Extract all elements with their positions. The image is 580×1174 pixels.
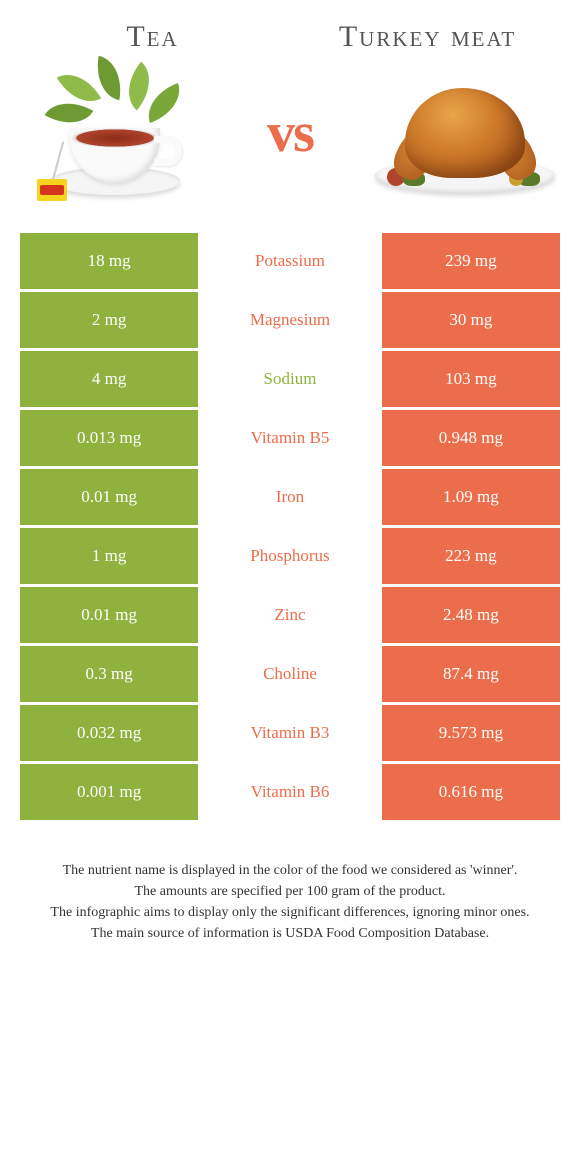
footnote-line: The main source of information is USDA F…	[35, 923, 545, 944]
nutrient-label: Vitamin B6	[198, 764, 382, 820]
value-right: 1.09 mg	[382, 469, 560, 525]
value-left: 0.01 mg	[20, 469, 198, 525]
tea-illustration	[25, 63, 205, 203]
table-row: 0.013 mgVitamin B50.948 mg	[20, 410, 560, 466]
table-row: 0.032 mgVitamin B39.573 mg	[20, 705, 560, 761]
value-left: 0.01 mg	[20, 587, 198, 643]
value-left: 1 mg	[20, 528, 198, 584]
comparison-table: 18 mgPotassium239 mg2 mgMagnesium30 mg4 …	[15, 233, 565, 820]
footnote-line: The amounts are specified per 100 gram o…	[35, 881, 545, 902]
table-row: 4 mgSodium103 mg	[20, 351, 560, 407]
value-right: 0.948 mg	[382, 410, 560, 466]
footnote-line: The infographic aims to display only the…	[35, 902, 545, 923]
table-row: 0.001 mgVitamin B60.616 mg	[20, 764, 560, 820]
value-right: 239 mg	[382, 233, 560, 289]
header-titles: Tea Turkey meat	[15, 20, 565, 53]
nutrient-label: Zinc	[198, 587, 382, 643]
nutrient-label: Vitamin B5	[198, 410, 382, 466]
value-right: 30 mg	[382, 292, 560, 348]
footnote-line: The nutrient name is displayed in the co…	[35, 860, 545, 881]
nutrient-label: Magnesium	[198, 292, 382, 348]
value-left: 0.001 mg	[20, 764, 198, 820]
table-row: 0.3 mgCholine87.4 mg	[20, 646, 560, 702]
nutrient-label: Potassium	[198, 233, 382, 289]
nutrient-label: Choline	[198, 646, 382, 702]
value-left: 0.013 mg	[20, 410, 198, 466]
vs-label: vs	[267, 101, 313, 165]
value-left: 0.032 mg	[20, 705, 198, 761]
title-right: Turkey meat	[304, 20, 552, 53]
turkey-illustration	[375, 63, 555, 203]
value-right: 103 mg	[382, 351, 560, 407]
value-right: 9.573 mg	[382, 705, 560, 761]
footnotes: The nutrient name is displayed in the co…	[15, 860, 565, 944]
value-left: 18 mg	[20, 233, 198, 289]
value-right: 87.4 mg	[382, 646, 560, 702]
nutrient-label: Vitamin B3	[198, 705, 382, 761]
title-left: Tea	[29, 20, 277, 53]
value-right: 0.616 mg	[382, 764, 560, 820]
value-right: 2.48 mg	[382, 587, 560, 643]
table-row: 2 mgMagnesium30 mg	[20, 292, 560, 348]
nutrient-label: Sodium	[198, 351, 382, 407]
images-row: vs	[15, 63, 565, 203]
value-right: 223 mg	[382, 528, 560, 584]
table-row: 1 mgPhosphorus223 mg	[20, 528, 560, 584]
nutrient-label: Phosphorus	[198, 528, 382, 584]
nutrient-label: Iron	[198, 469, 382, 525]
table-row: 0.01 mgIron1.09 mg	[20, 469, 560, 525]
table-row: 0.01 mgZinc2.48 mg	[20, 587, 560, 643]
value-left: 0.3 mg	[20, 646, 198, 702]
table-row: 18 mgPotassium239 mg	[20, 233, 560, 289]
value-left: 2 mg	[20, 292, 198, 348]
value-left: 4 mg	[20, 351, 198, 407]
